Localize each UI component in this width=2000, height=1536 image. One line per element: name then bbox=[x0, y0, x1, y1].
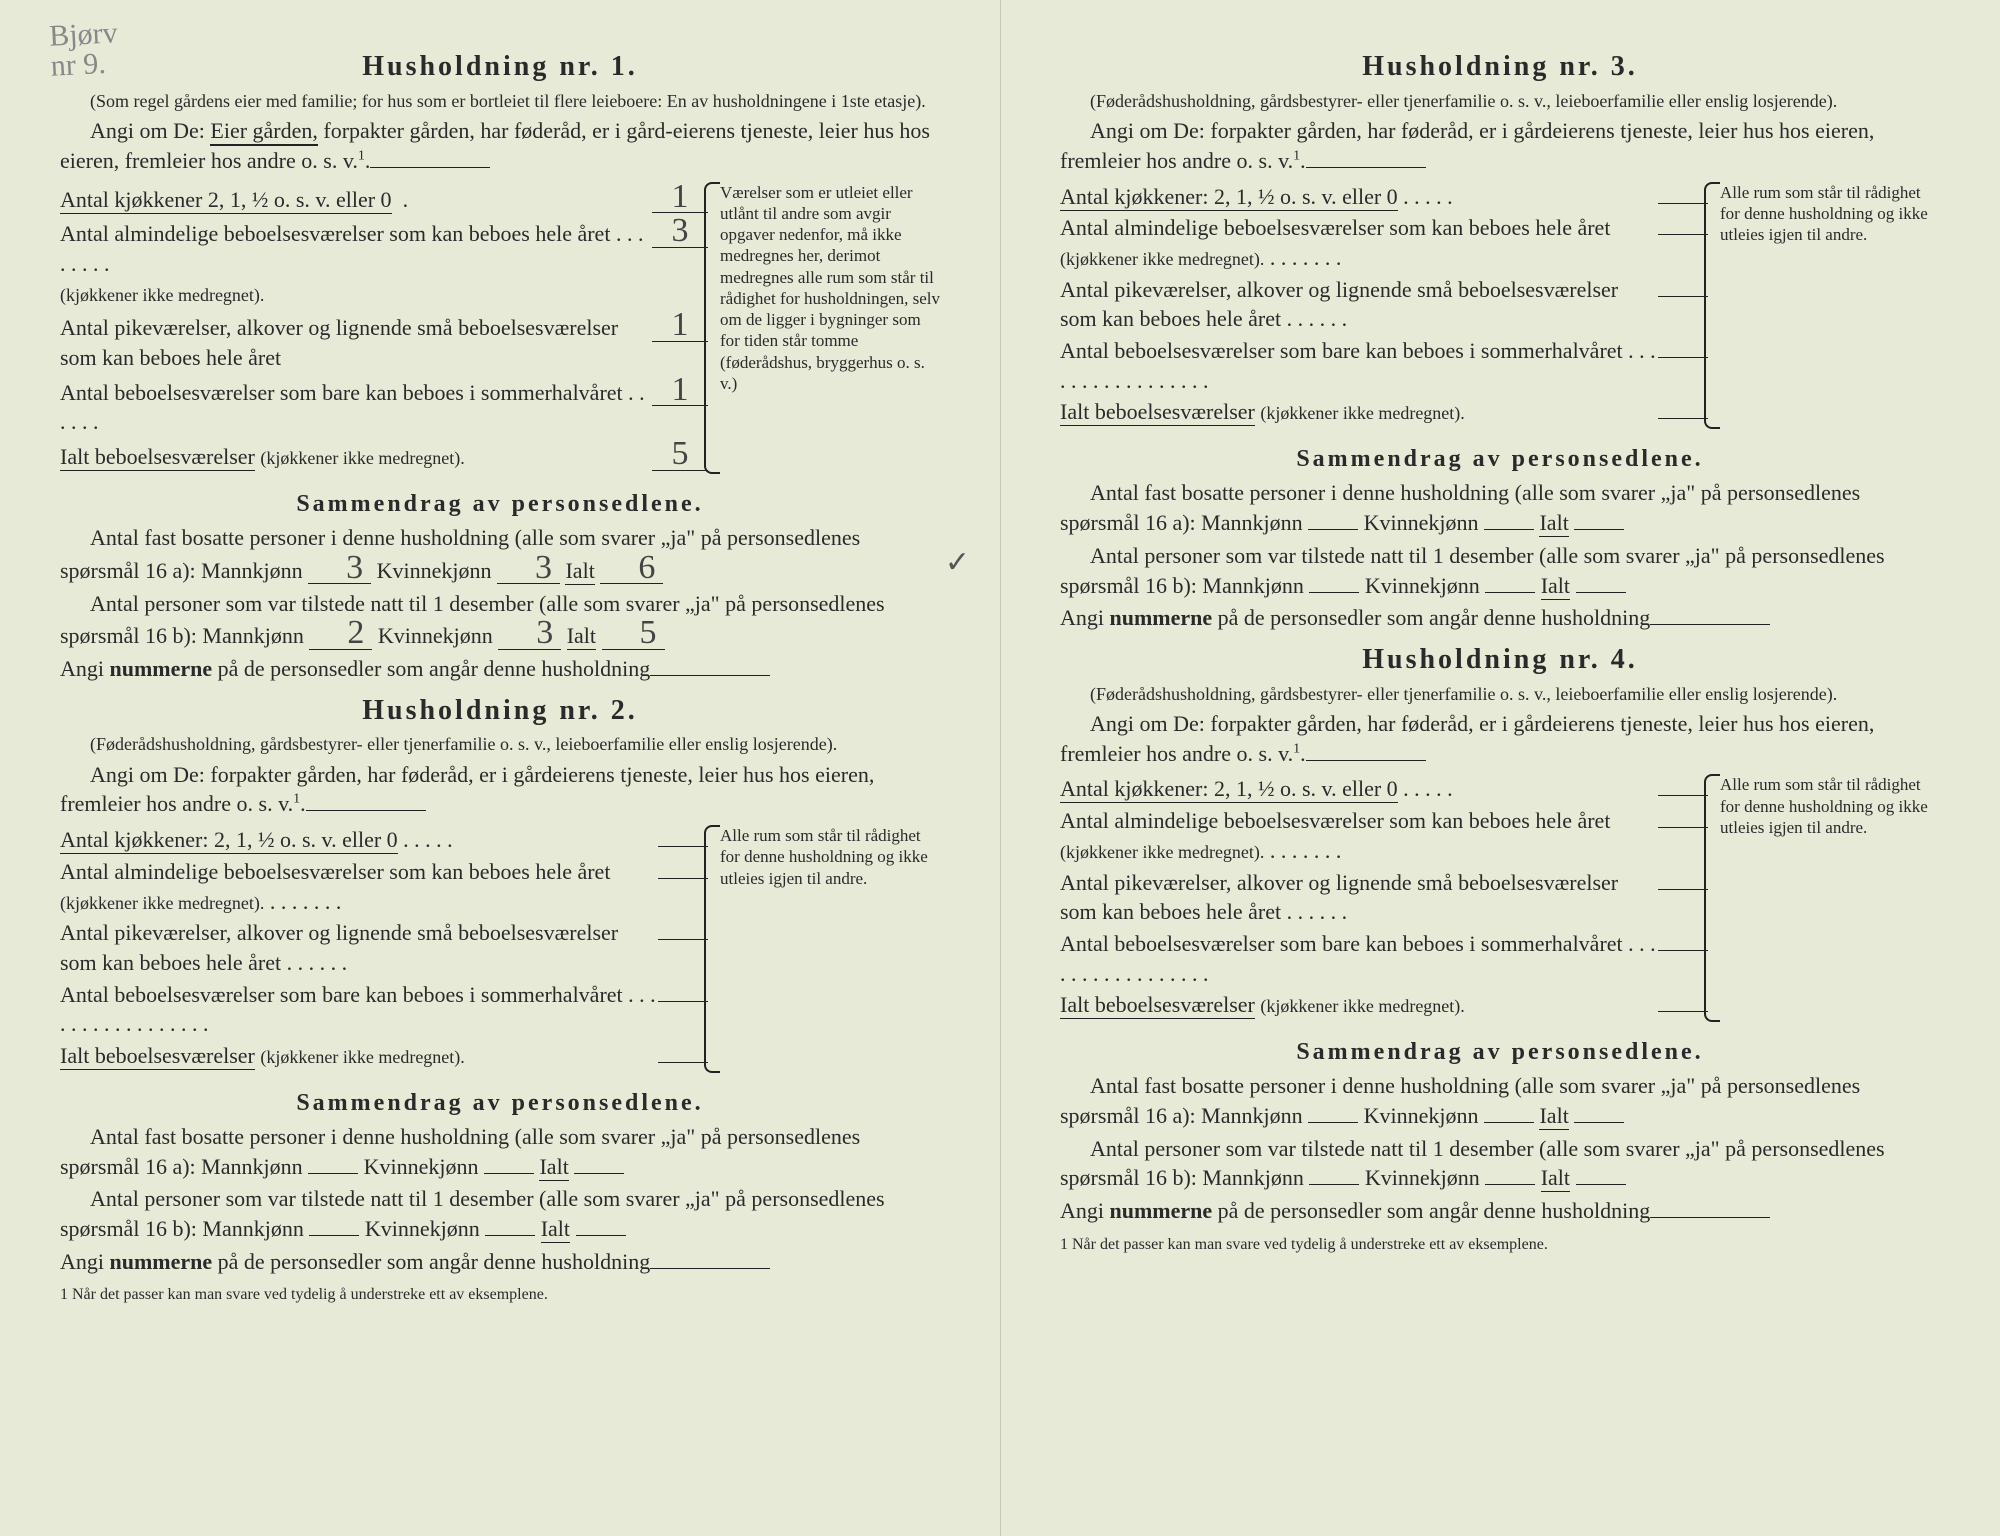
household-3-sammen-title: Sammendrag av personsedlene. bbox=[1060, 443, 1940, 475]
household-2-sammen-title: Sammendrag av personsedlene. bbox=[60, 1087, 940, 1119]
footnote-left: 1 Når det passer kan man svare ved tydel… bbox=[60, 1284, 940, 1306]
household-2-rooms: Antal kjøkkener: 2, 1, ½ o. s. v. eller … bbox=[60, 825, 940, 1073]
h1-kitchens-val: 1 bbox=[652, 182, 708, 214]
household-1-16a: Antal fast bosatte personer i denne hush… bbox=[60, 523, 940, 585]
household-3-sidenote: Alle rum som står til rådighet for denne… bbox=[1708, 182, 1940, 430]
household-1-sidenote: Værelser som er utleiet eller utlånt til… bbox=[708, 182, 940, 474]
right-column: Husholdning nr. 3. (Føderådshusholdning,… bbox=[1000, 0, 2000, 1536]
left-column: Husholdning nr. 1. (Som regel gårdens ei… bbox=[0, 0, 1000, 1536]
census-form-page: Bjørvnr 9. Husholdning nr. 1. (Som regel… bbox=[0, 0, 2000, 1536]
household-1-subtitle: (Som regel gårdens eier med familie; for… bbox=[60, 90, 940, 113]
household-4-angi: Angi om De: forpakter gården, har føderå… bbox=[1060, 709, 1940, 768]
household-3-16a: Antal fast bosatte personer i denne hush… bbox=[1060, 478, 1940, 537]
household-2-sidenote: Alle rum som står til rådighet for denne… bbox=[708, 825, 940, 1073]
household-2-subtitle: (Føderådshusholdning, gårdsbestyrer- ell… bbox=[60, 733, 940, 756]
household-4-subtitle: (Føderådshusholdning, gårdsbestyrer- ell… bbox=[1060, 683, 1940, 706]
household-2-angi: Angi om De: forpakter gården, har føderå… bbox=[60, 760, 940, 819]
household-2-16b: Antal personer som var tilstede natt til… bbox=[60, 1184, 940, 1243]
household-3-subtitle: (Føderådshusholdning, gårdsbestyrer- ell… bbox=[1060, 90, 1940, 113]
h1-rooms2-val: 1 bbox=[652, 310, 708, 342]
household-4-16a: Antal fast bosatte personer i denne hush… bbox=[1060, 1071, 1940, 1130]
household-4-sammen-title: Sammendrag av personsedlene. bbox=[1060, 1036, 1940, 1068]
household-3-16b: Antal personer som var tilstede natt til… bbox=[1060, 541, 1940, 600]
h1-rooms1-val: 3 bbox=[652, 216, 708, 248]
household-3-angi: Angi om De: forpakter gården, har føderå… bbox=[1060, 116, 1940, 175]
household-3-anginum: Angi nummerne på de personsedler som ang… bbox=[1060, 603, 1940, 633]
footnote-right: 1 Når det passer kan man svare ved tydel… bbox=[1060, 1234, 1940, 1256]
household-2-title: Husholdning nr. 2. bbox=[60, 692, 940, 730]
household-4-anginum: Angi nummerne på de personsedler som ang… bbox=[1060, 1196, 1940, 1226]
h1-rooms3-val: 1 bbox=[652, 375, 708, 407]
household-4-sidenote: Alle rum som står til rådighet for denne… bbox=[1708, 774, 1940, 1022]
household-1-anginum: Angi nummerne på de personsedler som ang… bbox=[60, 654, 940, 684]
household-2-16a: Antal fast bosatte personer i denne hush… bbox=[60, 1122, 940, 1181]
household-4-rooms: Antal kjøkkener: 2, 1, ½ o. s. v. eller … bbox=[1060, 774, 1940, 1022]
household-1-sammen-title: Sammendrag av personsedlene. bbox=[60, 488, 940, 520]
household-2-anginum: Angi nummerne på de personsedler som ang… bbox=[60, 1247, 940, 1277]
household-4-16b: Antal personer som var tilstede natt til… bbox=[1060, 1134, 1940, 1193]
checkmark-icon: ✓ bbox=[915, 543, 970, 584]
household-1-rooms: Antal kjøkkener 2, 1, ½ o. s. v. eller 0… bbox=[60, 182, 940, 474]
h1-total-val: 5 bbox=[652, 439, 708, 471]
household-1-title: Husholdning nr. 1. bbox=[60, 48, 940, 86]
handwritten-margin-note: Bjørvnr 9. bbox=[48, 18, 119, 81]
household-1-angi: Angi om De: Eier gården, forpakter gårde… bbox=[60, 116, 940, 175]
page-fold bbox=[1000, 0, 1001, 1536]
household-1-16b: Antal personer som var tilstede natt til… bbox=[60, 589, 940, 651]
household-3-title: Husholdning nr. 3. bbox=[1060, 48, 1940, 86]
household-4-title: Husholdning nr. 4. bbox=[1060, 641, 1940, 679]
household-3-rooms: Antal kjøkkener: 2, 1, ½ o. s. v. eller … bbox=[1060, 182, 1940, 430]
